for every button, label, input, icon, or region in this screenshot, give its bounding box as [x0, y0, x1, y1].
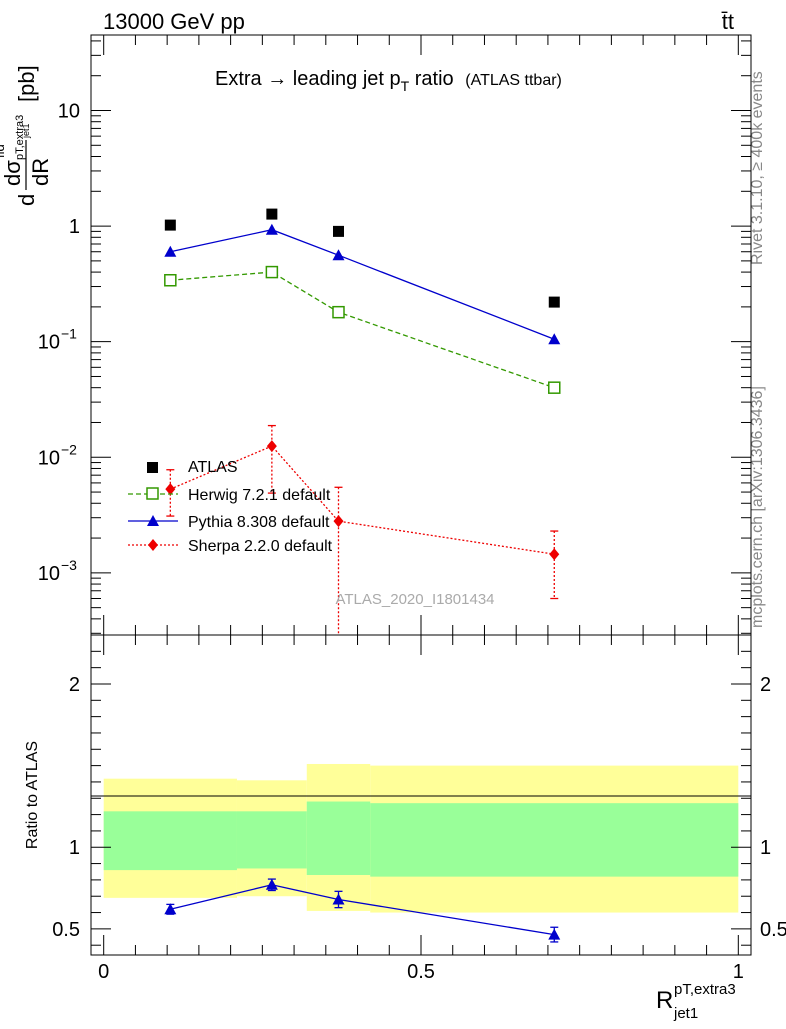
y-label-sub2: jet1 [21, 123, 31, 139]
x-label-main: R [656, 987, 673, 1014]
sherpa-point [333, 515, 344, 528]
legend-atlas-label: ATLAS [188, 459, 238, 476]
x-tick-label: 1 [733, 961, 744, 983]
sherpa-point [549, 548, 560, 561]
herwig-point [164, 273, 177, 287]
bottom-panel: 2 2 1 1 0.5 0.5 0 0.5 1 [52, 634, 786, 983]
ratio-band-inner [236, 811, 307, 869]
atlas-point [266, 208, 278, 220]
legend-herwig-marker [146, 487, 159, 500]
y-tick-label: 10 [38, 563, 60, 585]
rivet-label: Rivet 3.1.10, ≥ 400k events [749, 71, 766, 265]
atlas-point [548, 296, 560, 308]
legend-atlas-marker [147, 462, 158, 473]
ratio-tick-label-right: 2 [760, 674, 771, 696]
y-tick-label: 10 [38, 332, 60, 354]
x-axis-label: R pT,extra3 jet1 [656, 981, 736, 1022]
sherpa-line [170, 445, 555, 555]
herwig-point [548, 381, 561, 394]
y-label-sub1: pT,extra3 [14, 115, 26, 160]
top-data-layer [164, 208, 561, 635]
ratio-tick-label-left: 0.5 [52, 919, 80, 941]
y-label-unit: [pb] [14, 65, 39, 102]
ratio-pythia-point [332, 893, 345, 905]
plot-title-main: Extra → leading jet p [215, 68, 401, 90]
ratio-bands [103, 763, 739, 913]
y-tick-label: 10 [38, 447, 60, 469]
plot-title-sub: T [401, 78, 410, 94]
x-tick-label: 0 [98, 961, 109, 983]
ratio-tick-label-right: 0.5 [760, 919, 786, 941]
ratio-pythia-point [265, 878, 278, 890]
ratio-pythia-point [164, 903, 177, 915]
sherpa-point [165, 483, 176, 496]
ratio-tick-label-left: 1 [69, 837, 80, 859]
legend-herwig-label: Herwig 7.2.1 default [188, 487, 331, 504]
legend-pythia-marker [147, 515, 159, 526]
y-axis-label-top: d dσ fid dR pT,extra3 jet1 [pb] [0, 65, 53, 206]
pythia-point [164, 245, 177, 257]
sherpa-point [266, 440, 277, 453]
ratio-tick-label-left: 2 [69, 674, 80, 696]
y-label-dsigma: dσ [0, 160, 25, 186]
x-tick-label: 0.5 [407, 961, 435, 983]
ratio-data-layer [164, 878, 561, 943]
header-energy: 13000 GeV pp [103, 9, 245, 34]
pythia-point [332, 249, 345, 261]
ratio-pythia-line [170, 884, 555, 936]
atlas-point [333, 225, 344, 237]
analysis-watermark: ATLAS_2020_I1801434 [335, 591, 494, 608]
herwig-line [170, 271, 555, 389]
plot-title: Extra → leading jet pT ratio (ATLAS ttba… [215, 68, 562, 94]
ratio-band-inner [370, 803, 739, 877]
y-axis-label-bottom: Ratio to ATLAS [24, 741, 41, 849]
herwig-point [332, 305, 345, 319]
ratio-tick-label-right: 1 [760, 837, 771, 859]
y-tick-exponent: −1 [61, 326, 77, 342]
mcplots-label: mcplots.cern.ch [arXiv:1306.3436] [749, 386, 766, 628]
bottom-axis-ticks: 2 2 1 1 0.5 0.5 0 0.5 1 [52, 635, 786, 983]
atlas-point [164, 219, 176, 231]
pythia-point [265, 223, 278, 235]
legend-pythia-label: Pythia 8.308 default [188, 514, 330, 531]
pythia-line [170, 229, 555, 340]
ratio-band-inner [103, 811, 237, 871]
y-tick-exponent: −2 [61, 441, 77, 457]
ratio-pythia-point [548, 928, 561, 940]
y-label-fid: fid [0, 144, 7, 158]
ratio-band-inner [306, 801, 371, 875]
y-tick-label: 1 [69, 216, 80, 238]
legend: ATLAS Herwig 7.2.1 default Pythia 8.308 … [128, 459, 333, 555]
header-process: t̄t [722, 9, 734, 34]
x-label-sub: jet1 [673, 1005, 698, 1022]
plot-title-rest: ratio [409, 68, 453, 90]
y-label-dR: dR [28, 158, 53, 186]
y-label-d: d [14, 194, 39, 206]
legend-sherpa-marker [148, 539, 158, 551]
plot-title-tag: (ATLAS ttbar) [465, 72, 562, 89]
x-label-sup: pT,extra3 [674, 981, 736, 998]
herwig-point [265, 265, 279, 279]
legend-sherpa-label: Sherpa 2.2.0 default [188, 538, 333, 555]
y-tick-label: 10 [58, 101, 80, 123]
pythia-point [548, 333, 561, 345]
y-tick-exponent: −3 [61, 557, 77, 573]
